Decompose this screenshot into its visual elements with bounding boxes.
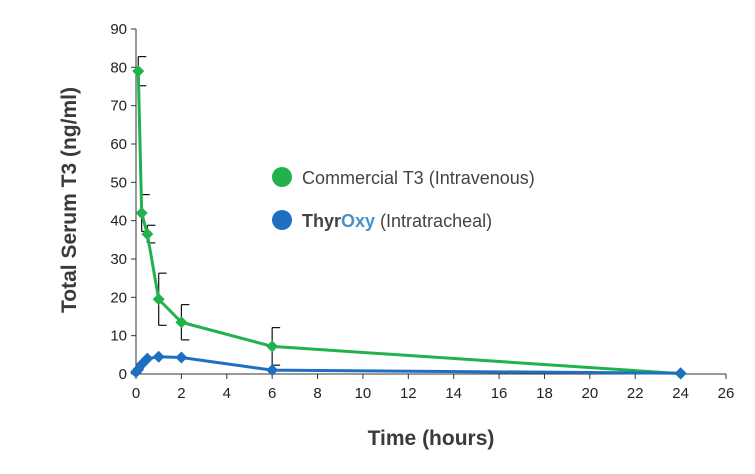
series-line-1 <box>134 355 681 375</box>
y-axis-title: Total Serum T3 (ng/ml) <box>58 87 81 313</box>
legend-swatch-commercial <box>272 167 292 187</box>
x-tick-label: 14 <box>445 385 462 402</box>
y-tick-label: 90 <box>110 21 127 38</box>
y-tick-label: 80 <box>110 59 127 76</box>
legend-brand-oxy: Oxy <box>341 211 375 231</box>
y-tick-label: 30 <box>110 251 127 268</box>
x-tick-label: 26 <box>718 385 735 402</box>
legend-route: (Intratracheal) <box>375 211 492 231</box>
y-tick-label: 10 <box>110 328 127 345</box>
legend-label-thyroxy: ThyrOxy (Intratracheal) <box>302 211 492 231</box>
y-ticks: 0 10 20 30 40 50 60 70 80 90 <box>110 21 136 383</box>
x-tick-label: 20 <box>582 385 599 402</box>
x-tick-label: 10 <box>355 385 372 402</box>
error-bars <box>137 55 281 366</box>
data-point-series-0 <box>152 293 165 306</box>
y-tick-label: 70 <box>110 98 127 115</box>
x-tick-label: 8 <box>313 385 321 402</box>
data-point-series-1 <box>141 352 154 365</box>
x-tick-label: 22 <box>627 385 644 402</box>
data-point-series-1 <box>674 367 687 380</box>
data-point-series-1 <box>152 350 165 363</box>
x-ticks: 0 2 4 6 8 10 12 14 16 18 20 22 24 26 <box>132 374 735 402</box>
axes <box>135 29 726 375</box>
x-tick-label: 6 <box>268 385 276 402</box>
y-tick-label: 50 <box>110 174 127 191</box>
x-tick-label: 18 <box>536 385 553 402</box>
x-tick-label: 4 <box>223 385 231 402</box>
x-axis-title: Time (hours) <box>368 427 495 450</box>
legend: Commercial T3 (Intravenous) ThyrOxy (Int… <box>272 167 535 231</box>
data-point-series-0 <box>175 316 188 329</box>
data-point-series-0 <box>132 65 145 78</box>
x-tick-label: 24 <box>672 385 689 402</box>
y-tick-label: 60 <box>110 136 127 153</box>
x-tick-label: 0 <box>132 385 140 402</box>
data-point-series-0 <box>266 340 279 353</box>
x-tick-label: 2 <box>177 385 185 402</box>
legend-brand-thyr: Thyr <box>302 211 341 231</box>
y-tick-label: 40 <box>110 213 127 230</box>
y-tick-label: 20 <box>110 289 127 306</box>
data-point-series-1 <box>175 351 188 364</box>
legend-label-commercial: Commercial T3 (Intravenous) <box>302 168 535 188</box>
y-tick-label: 0 <box>119 366 127 383</box>
x-tick-label: 16 <box>491 385 508 402</box>
data-point-series-0 <box>141 228 154 241</box>
legend-swatch-thyroxy <box>272 210 292 230</box>
data-point-series-1 <box>266 364 279 377</box>
data-point-series-0 <box>135 207 148 219</box>
x-tick-label: 12 <box>400 385 417 402</box>
series-markers <box>130 65 687 380</box>
